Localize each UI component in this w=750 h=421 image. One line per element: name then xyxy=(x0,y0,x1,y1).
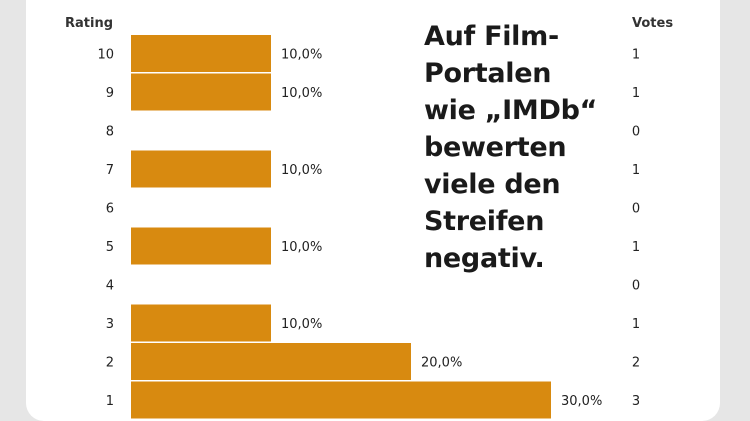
rating-tick-label: 6 xyxy=(106,202,114,217)
vote-count: 1 xyxy=(632,317,640,332)
rating-bar xyxy=(131,73,271,111)
vote-count: 0 xyxy=(632,279,640,294)
rating-tick-label: 7 xyxy=(106,163,114,178)
bar-percent-label: 10,0% xyxy=(281,48,322,63)
bar-percent-label: 20,0% xyxy=(421,356,462,371)
rating-bar xyxy=(131,304,271,342)
vote-count: 0 xyxy=(632,202,640,217)
rating-tick-label: 5 xyxy=(106,240,114,255)
rating-bar xyxy=(131,343,411,380)
vote-count: 1 xyxy=(632,163,640,178)
bar-percent-label: 30,0% xyxy=(561,394,602,409)
rating-tick-label: 10 xyxy=(97,48,114,63)
votes-header: Votes xyxy=(632,16,673,31)
rating-tick-label: 3 xyxy=(106,317,114,332)
vote-count: 3 xyxy=(632,394,640,409)
chart-caption: Auf Film-Portalen wie „IMDb“ bewerten vi… xyxy=(424,21,598,274)
rating-tick-label: 4 xyxy=(106,279,114,294)
bar-percent-label: 10,0% xyxy=(281,317,322,332)
rating-tick-label: 8 xyxy=(106,125,114,140)
rating-tick-label: 1 xyxy=(106,394,114,409)
bar-percent-label: 10,0% xyxy=(281,86,322,101)
rating-bar xyxy=(131,150,271,188)
rating-tick-label: 9 xyxy=(106,86,114,101)
vote-count: 1 xyxy=(632,86,640,101)
rating-bar xyxy=(131,381,551,419)
rating-tick-label: 2 xyxy=(106,356,114,371)
vote-count: 1 xyxy=(632,240,640,255)
rating-bar xyxy=(131,35,271,72)
vote-count: 1 xyxy=(632,48,640,63)
vote-count: 2 xyxy=(632,356,640,371)
bar-percent-label: 10,0% xyxy=(281,163,322,178)
rating-header: Rating xyxy=(65,16,113,31)
vote-count: 0 xyxy=(632,125,640,140)
bar-percent-label: 10,0% xyxy=(281,240,322,255)
rating-bar xyxy=(131,227,271,265)
